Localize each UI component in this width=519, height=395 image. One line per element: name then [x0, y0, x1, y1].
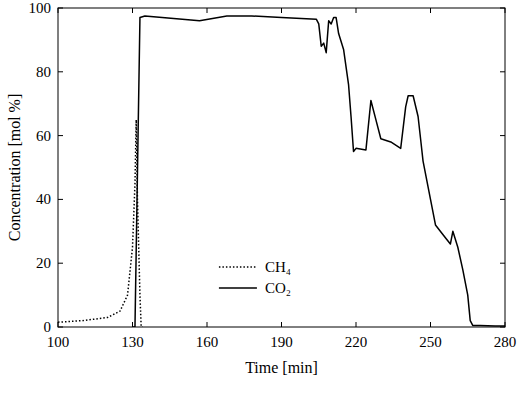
y-tick-label: 100 — [29, 0, 52, 16]
x-tick — [132, 8, 133, 13]
x-tick-label: 280 — [494, 334, 517, 350]
x-tick — [356, 8, 357, 13]
x-tick — [505, 322, 506, 327]
x-tick-label: 190 — [270, 334, 293, 350]
plot-frame — [58, 8, 505, 327]
y-tick-label: 60 — [36, 128, 51, 144]
chart: 100 130 160 190 220 250 280 0 20 40 60 80 100 Time [m… — [0, 0, 519, 395]
x-axis-label: Time [min] — [245, 359, 318, 376]
x-tick — [281, 322, 282, 327]
y-tick — [58, 8, 63, 9]
y-tick — [500, 327, 505, 328]
y-tick — [58, 199, 63, 200]
legend-swatch — [219, 266, 257, 268]
series-line — [133, 16, 506, 327]
plot-data — [58, 16, 505, 327]
x-tick-label: 160 — [196, 334, 219, 350]
x-tick — [58, 8, 59, 13]
x-tick — [207, 8, 208, 13]
x-tick — [356, 322, 357, 327]
x-tick — [281, 8, 282, 13]
x-tick — [505, 8, 506, 13]
y-tick — [500, 135, 505, 136]
x-tick — [207, 322, 208, 327]
legend-label: CH₄ — [265, 259, 291, 275]
x-tick — [430, 322, 431, 327]
series-line — [58, 120, 142, 327]
x-tick-label: 250 — [419, 334, 442, 350]
x-tick — [58, 322, 59, 327]
x-tick — [132, 322, 133, 327]
y-axis-label: Concentration [mol %] — [6, 94, 23, 242]
y-tick — [500, 199, 505, 200]
legend-swatch — [219, 287, 257, 289]
x-tick-label: 220 — [345, 334, 368, 350]
y-tick — [500, 71, 505, 72]
y-tick-label: 0 — [44, 319, 52, 335]
x-tick-label: 130 — [121, 334, 144, 350]
x-tick — [430, 8, 431, 13]
y-tick-label: 40 — [36, 191, 51, 207]
y-tick — [58, 327, 63, 328]
y-tick — [58, 71, 63, 72]
y-tick-label: 20 — [36, 255, 51, 271]
x-tick-label: 100 — [47, 334, 70, 350]
y-tick — [58, 135, 63, 136]
y-tick-label: 80 — [36, 64, 51, 80]
y-tick — [500, 263, 505, 264]
legend-label: CO₂ — [265, 280, 291, 296]
y-tick — [500, 8, 505, 9]
legend: CH₄ CO₂ — [219, 259, 291, 296]
y-tick — [58, 263, 63, 264]
